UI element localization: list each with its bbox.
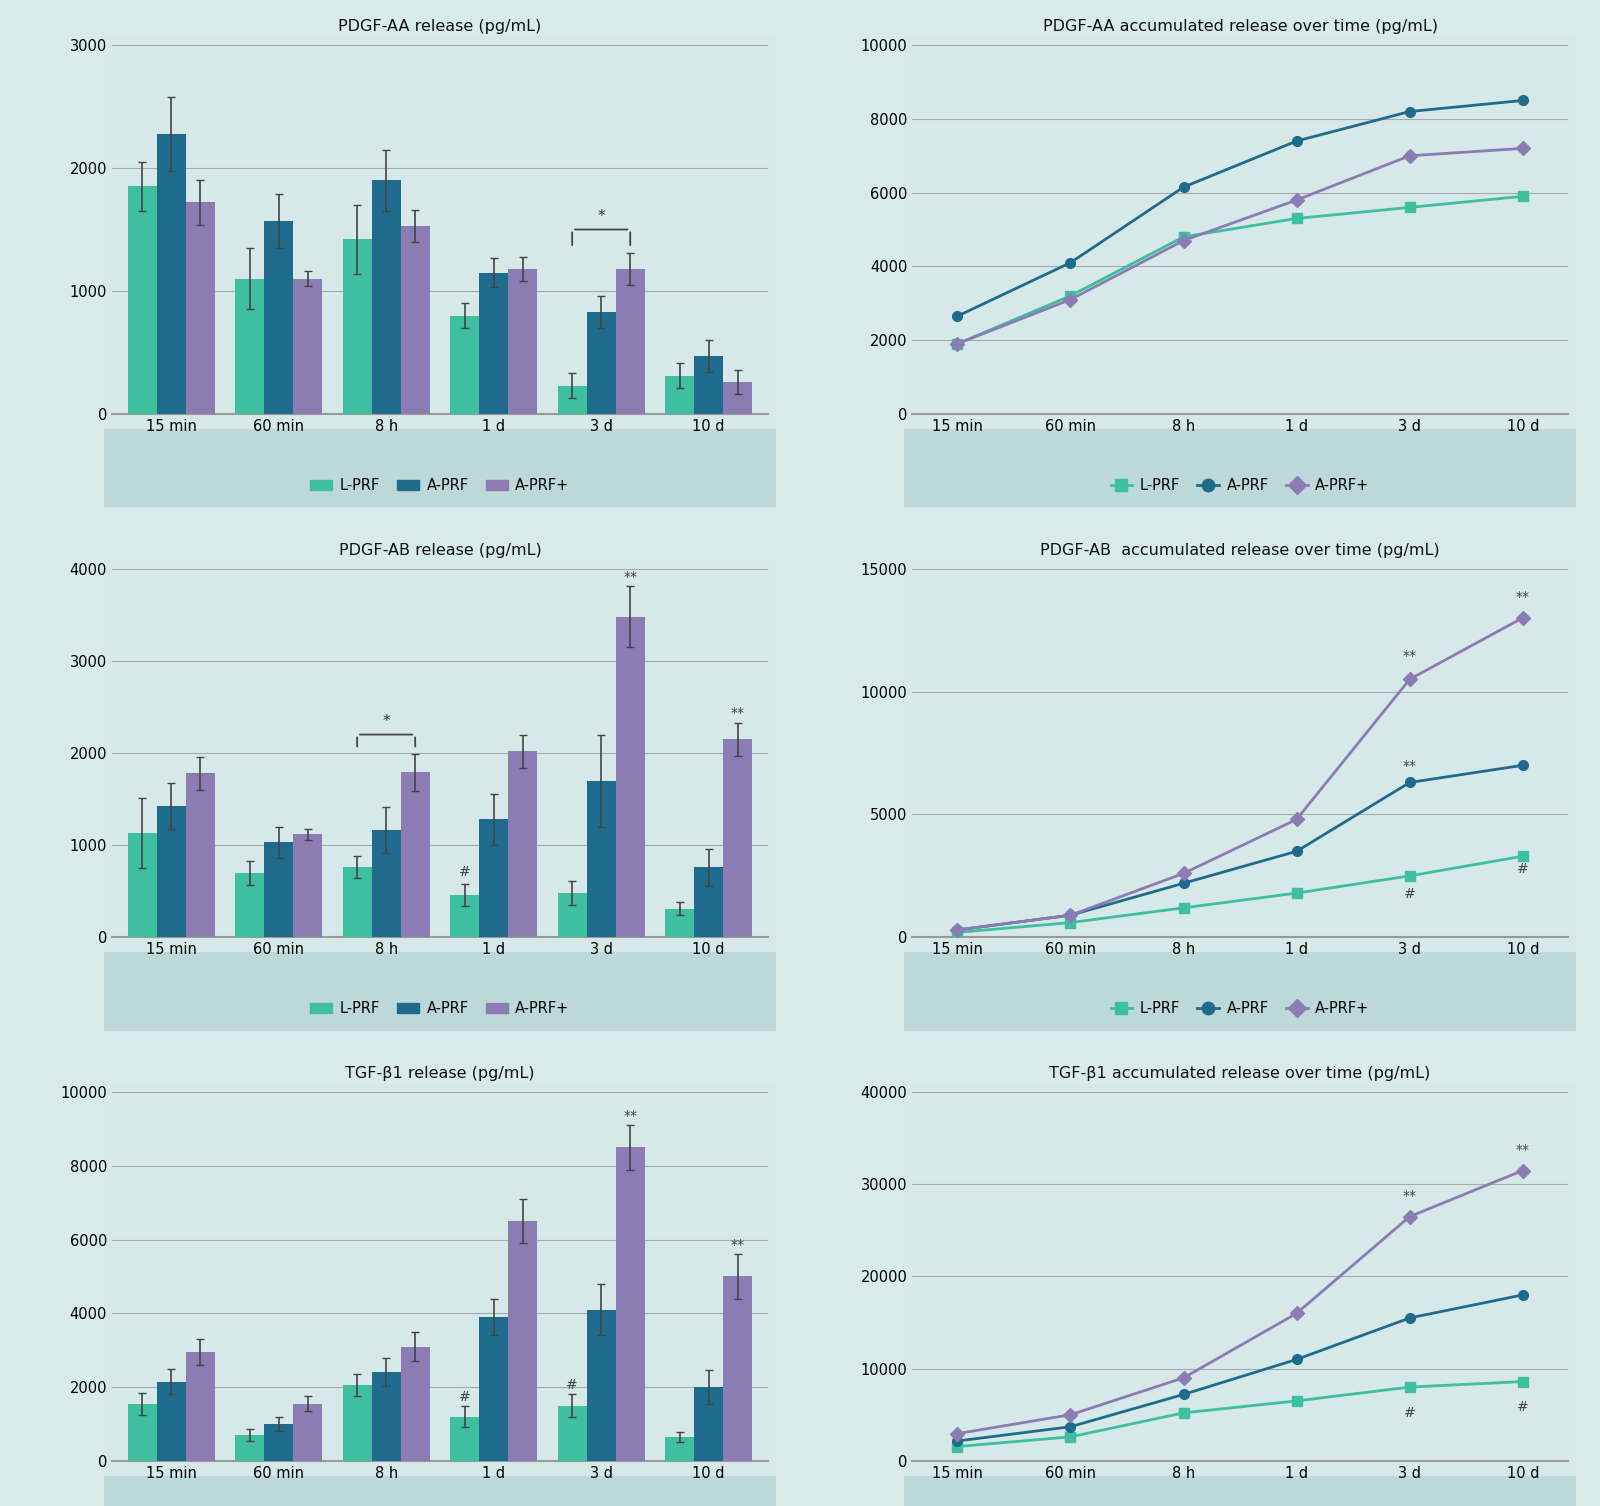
Bar [186, 1352, 214, 1461]
Bar [293, 1404, 322, 1461]
Text: #: # [459, 1390, 470, 1404]
Text: #: # [566, 1378, 578, 1392]
Bar [694, 355, 723, 414]
Title: PDGF-AA release (pg/mL): PDGF-AA release (pg/mL) [338, 20, 541, 35]
Bar [616, 1148, 645, 1461]
Bar [450, 1417, 478, 1461]
Bar [509, 270, 538, 414]
Bar [186, 202, 214, 414]
Bar [371, 1372, 400, 1461]
Bar [558, 386, 587, 414]
Bar [293, 834, 322, 937]
Bar [157, 806, 186, 937]
Bar [264, 1425, 293, 1461]
Bar [371, 181, 400, 414]
Title: PDGF-AA accumulated release over time (pg/mL): PDGF-AA accumulated release over time (p… [1043, 20, 1437, 35]
Bar [235, 279, 264, 414]
Bar [293, 279, 322, 414]
Bar [264, 842, 293, 937]
Bar [587, 312, 616, 414]
Bar [450, 316, 478, 414]
Bar [616, 270, 645, 414]
Bar [128, 187, 157, 414]
Text: **: ** [624, 569, 637, 584]
Text: **: ** [1515, 1143, 1530, 1157]
Bar [666, 375, 694, 414]
Bar [694, 1387, 723, 1461]
Text: **: ** [1515, 590, 1530, 604]
Legend: L-PRF, A-PRF, A-PRF+: L-PRF, A-PRF, A-PRF+ [304, 471, 576, 498]
Text: #: # [1517, 863, 1528, 876]
Title: PDGF-AB release (pg/mL): PDGF-AB release (pg/mL) [339, 542, 541, 557]
Bar [400, 226, 430, 414]
Bar [342, 239, 371, 414]
Text: #: # [1403, 1405, 1416, 1420]
Text: #: # [1517, 1401, 1528, 1414]
Bar [558, 893, 587, 937]
Text: #: # [459, 866, 470, 880]
Bar [450, 895, 478, 937]
Bar [400, 773, 430, 937]
Bar [666, 908, 694, 937]
Bar [478, 1318, 509, 1461]
Bar [558, 1405, 587, 1461]
Bar [186, 773, 214, 937]
Text: **: ** [624, 1108, 637, 1123]
Text: **: ** [1403, 759, 1416, 773]
Bar [509, 1221, 538, 1461]
Bar [616, 616, 645, 937]
Bar [666, 1437, 694, 1461]
Text: **: ** [731, 1238, 744, 1251]
Bar [478, 819, 509, 937]
Bar [157, 134, 186, 414]
Text: *: * [597, 209, 605, 224]
Bar [587, 780, 616, 937]
Bar [235, 873, 264, 937]
Bar [157, 1381, 186, 1461]
Bar [694, 867, 723, 937]
Title: TGF-β1 release (pg/mL): TGF-β1 release (pg/mL) [346, 1066, 534, 1081]
Bar [723, 1277, 752, 1461]
Bar [509, 751, 538, 937]
Bar [235, 1435, 264, 1461]
Legend: L-PRF, A-PRF, A-PRF+: L-PRF, A-PRF, A-PRF+ [1104, 471, 1376, 498]
Bar [342, 1386, 371, 1461]
Bar [371, 830, 400, 937]
Title: PDGF-AB  accumulated release over time (pg/mL): PDGF-AB accumulated release over time (p… [1040, 542, 1440, 557]
Bar [400, 1346, 430, 1461]
Bar [128, 833, 157, 937]
Bar [478, 273, 509, 414]
Text: *: * [382, 714, 390, 729]
Text: #: # [1403, 887, 1416, 901]
Legend: L-PRF, A-PRF, A-PRF+: L-PRF, A-PRF, A-PRF+ [304, 995, 576, 1023]
Text: **: ** [1403, 649, 1416, 663]
Bar [587, 1310, 616, 1461]
Text: **: ** [1403, 1190, 1416, 1203]
Legend: L-PRF, A-PRF, A-PRF+: L-PRF, A-PRF, A-PRF+ [1104, 995, 1376, 1023]
Text: **: ** [731, 706, 744, 720]
Bar [723, 383, 752, 414]
Bar [342, 867, 371, 937]
Bar [128, 1404, 157, 1461]
Bar [264, 221, 293, 414]
Bar [723, 739, 752, 937]
Title: TGF-β1 accumulated release over time (pg/mL): TGF-β1 accumulated release over time (pg… [1050, 1066, 1430, 1081]
